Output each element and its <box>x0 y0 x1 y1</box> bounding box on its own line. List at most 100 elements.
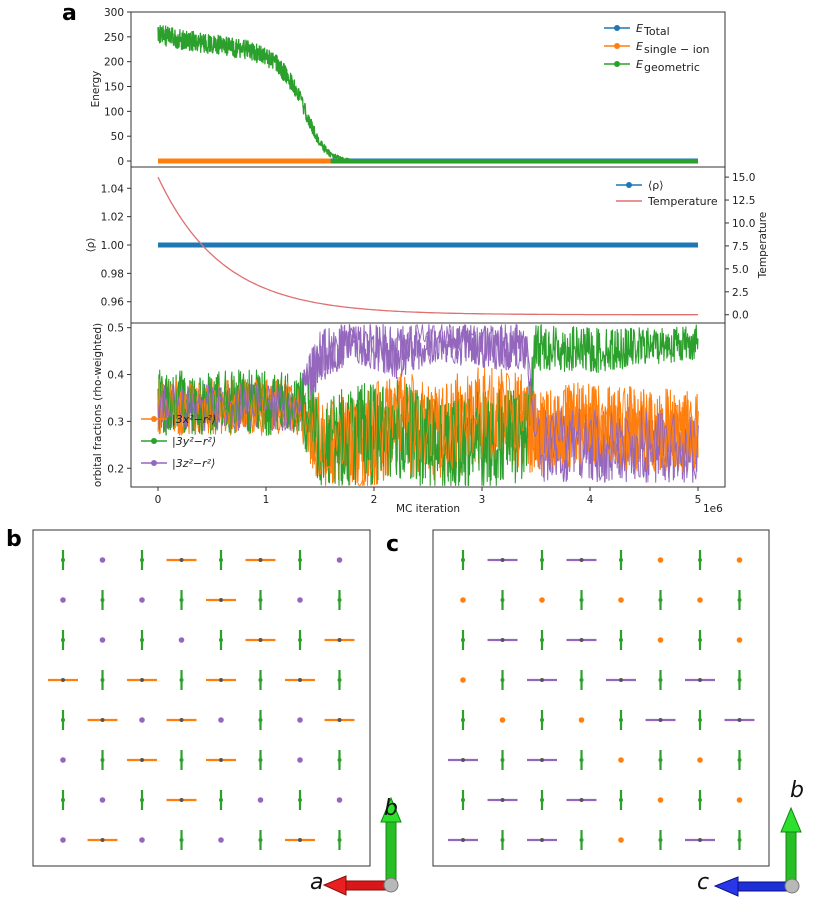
a-axis-arrow-shaft <box>343 880 389 891</box>
legend-marker-E_geometric <box>614 61 620 67</box>
site-center <box>619 638 623 642</box>
site-dot <box>60 837 66 843</box>
lattice-cb-panel <box>432 529 770 867</box>
site-center <box>179 718 184 722</box>
site-center <box>219 758 223 762</box>
site-center <box>258 638 263 642</box>
site-center <box>579 678 584 682</box>
site-dot <box>539 597 545 603</box>
site-center <box>258 758 263 762</box>
series-line-|3z²−r²⟩ <box>157 324 699 483</box>
site-center <box>337 678 342 682</box>
site-center <box>461 758 465 762</box>
y-tick-label-right: 7.5 <box>732 241 749 253</box>
x-tick-label: 0 <box>155 494 162 506</box>
site-center <box>658 718 663 722</box>
site-center <box>698 838 702 842</box>
site-center <box>579 598 584 602</box>
site-center <box>619 718 623 722</box>
x-tick-label: 2 <box>371 494 378 506</box>
site-center <box>579 758 584 762</box>
y-tick-label: 0.5 <box>107 323 124 335</box>
x-tick-label: 1 <box>263 494 270 506</box>
site-center <box>100 718 105 722</box>
site-center <box>219 798 223 802</box>
site-dot <box>578 717 585 723</box>
lattice-ab-panel <box>32 529 371 867</box>
site-center <box>179 838 184 842</box>
panel-letter-a: a <box>62 1 77 26</box>
b-axis-arrow-shaft <box>385 819 397 881</box>
lattice-cb-sites <box>448 550 755 850</box>
y-tick-label-right: 0.0 <box>732 310 749 322</box>
site-center <box>61 678 65 682</box>
y-tick-label-right: 10.0 <box>732 218 755 230</box>
panel-letter-c: c <box>386 532 399 557</box>
site-center <box>500 678 505 682</box>
site-center <box>461 718 465 722</box>
site-center <box>219 638 223 642</box>
site-center <box>219 678 223 682</box>
site-center <box>500 838 505 842</box>
y-tick-label: 0.3 <box>107 416 124 428</box>
y-tick-label-right: 12.5 <box>732 195 755 207</box>
site-dot <box>460 597 466 603</box>
site-center <box>579 638 584 642</box>
site-center <box>140 678 144 682</box>
legend-label-|3z²−r²⟩: |3z²−r²⟩ <box>172 457 215 470</box>
site-center <box>698 678 702 682</box>
lattice-ab-frame <box>32 529 371 867</box>
orbital-panel: 0.2 0.3 0.4 0.5 0 1 2 3 4 5 orbital fractions (r… <box>92 322 726 515</box>
site-center <box>100 598 105 602</box>
energy-y-label: Energy <box>90 71 102 108</box>
y-tick-label: 300 <box>104 7 124 19</box>
y-tick-label: 0 <box>117 156 124 168</box>
site-center <box>737 678 742 682</box>
site-center <box>500 798 505 802</box>
site-center <box>540 838 544 842</box>
c-axis-label: c <box>697 870 709 895</box>
legend-label-E_Total: E <box>636 22 643 35</box>
site-center <box>258 678 263 682</box>
a-axis-arrow-head <box>322 875 347 896</box>
y-tick-label: 150 <box>104 82 124 94</box>
legend-label-|3y²−r²⟩: |3y²−r²⟩ <box>172 435 216 448</box>
site-center <box>579 838 584 842</box>
site-center <box>140 798 144 802</box>
site-dot <box>139 717 145 723</box>
legend-label-E_geometric: E <box>636 58 643 71</box>
site-dot <box>60 757 66 763</box>
energy-plot-area <box>157 24 699 164</box>
site-center <box>579 558 584 562</box>
legend-marker-|3y²−r²⟩ <box>151 438 157 444</box>
site-center <box>619 678 623 682</box>
rho-y-label: ⟨ρ⟩ <box>85 238 97 253</box>
site-center <box>258 838 263 842</box>
site-center <box>100 758 105 762</box>
site-dot <box>460 677 466 683</box>
site-dot <box>218 837 224 843</box>
orbital-y-ticks: 0.2 0.3 0.4 0.5 <box>107 323 131 475</box>
site-center <box>337 758 342 762</box>
site-center <box>500 638 505 642</box>
rho-y-ticks: 0.96 0.98 1.00 1.02 1.04 <box>101 183 131 309</box>
b-axis-label: b <box>384 796 398 821</box>
site-center <box>61 798 65 802</box>
series-line-temperature <box>157 176 698 316</box>
temperature-y-ticks: 0.0 2.5 5.0 7.5 10.0 12.5 15.0 <box>725 172 755 322</box>
b-axis-label-c: b <box>790 778 804 803</box>
site-center <box>179 558 184 562</box>
site-center <box>461 558 465 562</box>
site-center <box>298 558 302 562</box>
legend-sub-E_Total: Total <box>643 25 670 38</box>
orbital-legend: |3x²−r²⟩ |3y²−r²⟩ |3z²−r²⟩ <box>141 413 216 470</box>
legend-label-|3x²−r²⟩: |3x²−r²⟩ <box>172 413 216 426</box>
orbital-plot-area <box>157 324 699 486</box>
site-center <box>61 718 65 722</box>
site-dot <box>736 637 743 643</box>
site-center <box>540 718 544 722</box>
y-tick-label: 0.4 <box>107 370 124 382</box>
site-center <box>737 838 742 842</box>
y-tick-label: 0.98 <box>101 268 124 280</box>
